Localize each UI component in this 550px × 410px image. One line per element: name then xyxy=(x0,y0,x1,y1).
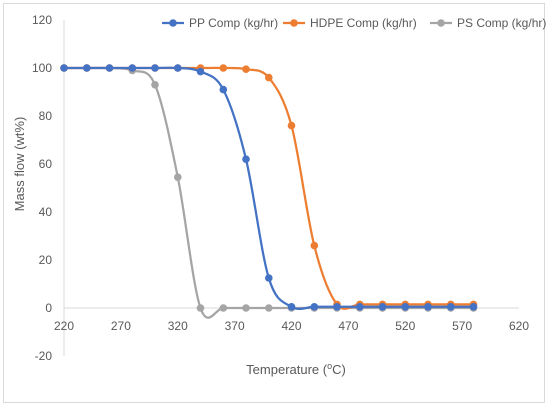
series-line xyxy=(64,66,474,311)
series-2 xyxy=(60,64,478,310)
y-axis-title: Mass flow (wt%) xyxy=(12,117,27,212)
legend-swatch-marker xyxy=(437,19,445,27)
x-tick-label: 320 xyxy=(168,319,188,333)
legend: PP Comp (kg/hr) HDPE Comp (kg/hr) PS Comp … xyxy=(162,16,546,30)
x-axis-title-main: Temperature ( xyxy=(246,362,328,377)
y-tick-label: 120 xyxy=(32,13,52,27)
x-axis-title-superscript: o xyxy=(327,361,332,371)
y-tick-label: -20 xyxy=(35,349,53,363)
x-axis-title: Temperature (oC) xyxy=(246,361,346,377)
x-tick-label: 270 xyxy=(111,319,131,333)
x-tick-label: 370 xyxy=(225,319,245,333)
data-point xyxy=(287,121,296,130)
series-layer xyxy=(60,64,478,319)
legend-item: HDPE Comp (kg/hr) xyxy=(283,16,417,30)
data-point xyxy=(265,304,273,312)
y-tick-label: 0 xyxy=(45,301,52,315)
y-tick-label: 80 xyxy=(39,109,53,123)
data-point xyxy=(219,304,228,312)
y-tick-labels: -20 0 20 40 60 80 100 120 xyxy=(32,13,52,363)
data-point xyxy=(242,65,250,73)
data-point xyxy=(265,73,273,82)
data-point xyxy=(310,241,319,250)
y-tick-label: 40 xyxy=(39,205,53,219)
series-1 xyxy=(60,64,478,311)
data-point xyxy=(287,303,296,311)
data-point xyxy=(105,64,114,72)
legend-label: HDPE Comp (kg/hr) xyxy=(310,16,417,30)
legend-label: PP Comp (kg/hr) xyxy=(189,16,278,30)
data-point xyxy=(83,64,91,72)
legend-swatch-marker xyxy=(169,19,177,27)
y-tick-label: 100 xyxy=(32,61,52,75)
data-point xyxy=(219,85,228,94)
x-tick-label: 570 xyxy=(452,319,472,333)
data-point xyxy=(469,303,478,311)
data-point xyxy=(378,303,387,311)
series-line xyxy=(64,66,474,310)
x-tick-labels: 220 270 320 370 420 470 520 570 620 xyxy=(54,319,529,333)
data-point xyxy=(174,173,182,181)
data-point xyxy=(128,64,137,72)
data-point xyxy=(242,155,250,163)
data-point xyxy=(333,303,341,311)
data-point xyxy=(196,67,205,76)
data-point xyxy=(60,64,68,72)
legend-swatch-marker xyxy=(290,19,298,27)
data-point xyxy=(196,304,205,312)
data-point xyxy=(447,303,455,311)
data-point xyxy=(151,81,159,89)
legend-item: PS Comp (kg/hr) xyxy=(430,16,546,30)
data-point xyxy=(265,274,273,282)
data-point xyxy=(151,64,159,72)
chart-frame xyxy=(3,3,545,403)
legend-item: PP Comp (kg/hr) xyxy=(162,16,278,30)
x-tick-label: 620 xyxy=(509,319,529,333)
data-point xyxy=(174,64,182,72)
data-point xyxy=(242,304,250,312)
x-tick-label: 470 xyxy=(338,319,358,333)
data-point xyxy=(219,64,228,72)
x-tick-label: 520 xyxy=(395,319,415,333)
x-axis-title-tail: C) xyxy=(332,362,346,377)
data-point xyxy=(310,303,319,311)
data-point xyxy=(424,303,432,311)
legend-label: PS Comp (kg/hr) xyxy=(457,16,546,30)
x-tick-label: 220 xyxy=(54,319,74,333)
data-point xyxy=(401,303,410,311)
x-tick-label: 420 xyxy=(281,319,301,333)
data-point xyxy=(356,303,364,311)
y-tick-label: 20 xyxy=(39,253,53,267)
y-tick-label: 60 xyxy=(39,157,53,171)
